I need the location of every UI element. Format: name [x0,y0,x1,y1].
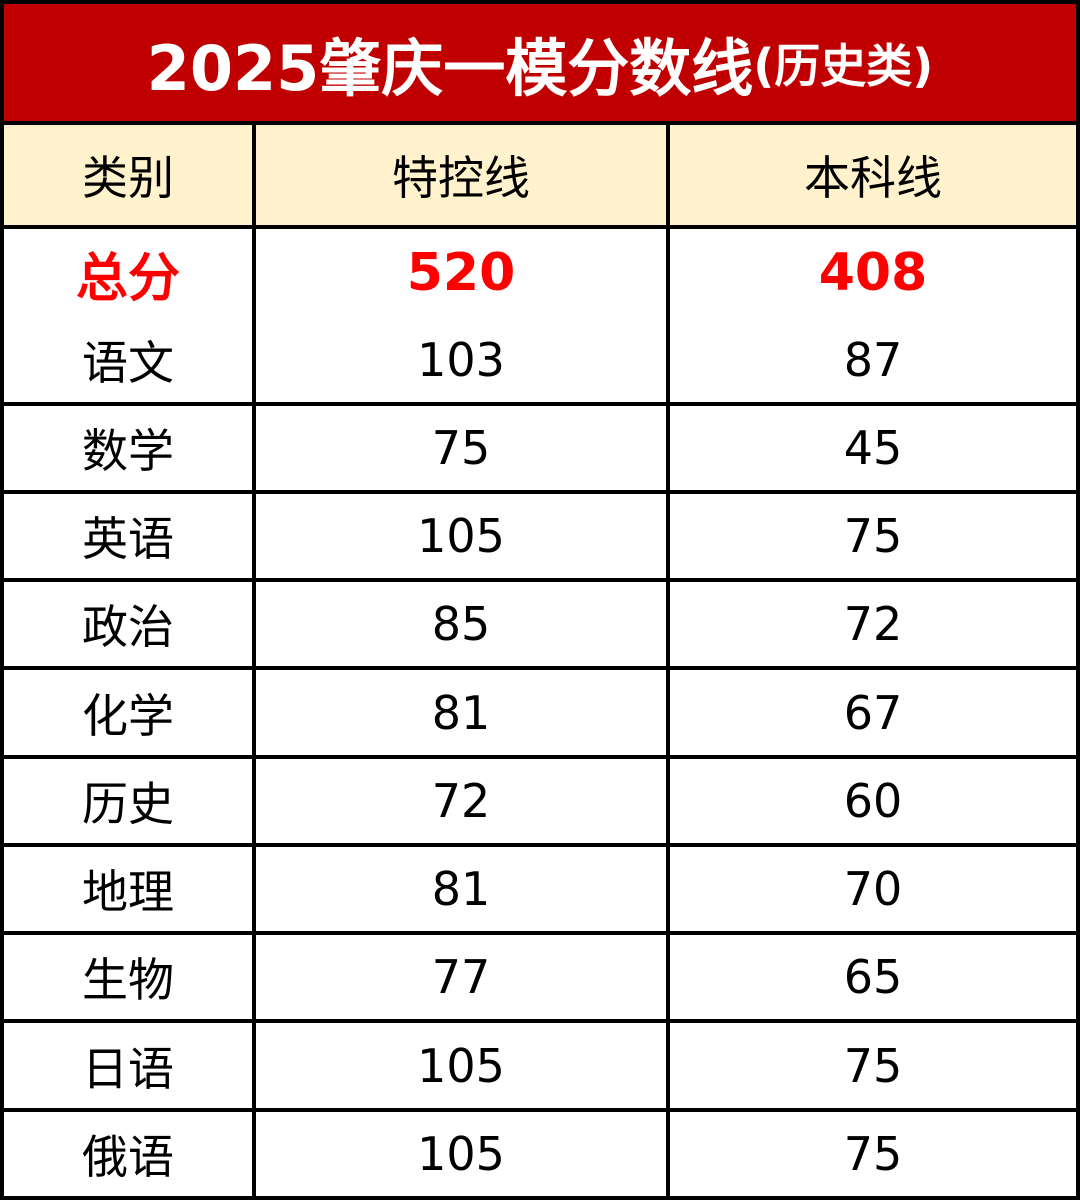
table-row: 英语 105 75 [4,489,1076,583]
cell-subject: 数学 [4,401,256,495]
cell-tekong: 75 [252,401,670,495]
cell-subject: 地理 [4,842,256,936]
cell-benke: 45 [666,401,1076,495]
cell-subject: 英语 [4,489,256,583]
cell-subject: 语文 [4,317,256,406]
cell-tekong: 77 [252,931,670,1024]
title-sub: (历史类) [753,38,934,93]
header-benke: 本科线 [666,125,1076,230]
total-tekong: 520 [252,225,670,318]
cell-benke: 72 [666,578,1076,671]
cell-tekong: 103 [252,317,670,406]
title-main: 2025肇庆一模分数线 [146,31,754,105]
page-title: 2025肇庆一模分数线 (历史类) [4,4,1076,125]
cell-benke: 65 [666,931,1076,1024]
cell-tekong: 105 [252,489,670,583]
cell-tekong: 81 [252,842,670,936]
cell-benke: 67 [666,666,1076,759]
score-table: 类别 特控线 本科线 总分 520 408 语文 103 87 数学 75 45 英语 105… [4,125,1076,1196]
total-row: 总分 520 408 [4,225,1076,318]
cell-benke: 87 [666,317,1076,406]
cell-subject: 化学 [4,666,256,759]
cell-benke: 60 [666,754,1076,847]
table-row: 化学 81 67 [4,666,1076,759]
total-benke: 408 [666,225,1076,318]
table-row: 数学 75 45 [4,401,1076,495]
cell-tekong: 72 [252,754,670,847]
cell-benke: 70 [666,842,1076,936]
cell-tekong: 81 [252,666,670,759]
table-row: 历史 72 60 [4,754,1076,847]
cell-subject: 日语 [4,1019,256,1112]
table-row: 语文 103 87 [4,317,1076,406]
table-row: 日语 105 75 [4,1019,1076,1112]
total-label: 总分 [4,225,256,318]
cell-subject: 政治 [4,578,256,671]
cell-tekong: 105 [252,1107,670,1196]
header-tekong: 特控线 [252,125,670,230]
cell-tekong: 85 [252,578,670,671]
table-row: 地理 81 70 [4,842,1076,936]
cell-subject: 俄语 [4,1107,256,1196]
table-row: 生物 77 65 [4,931,1076,1024]
table-header: 类别 特控线 本科线 [4,125,1076,230]
cell-subject: 生物 [4,931,256,1024]
header-category: 类别 [4,125,256,230]
cell-benke: 75 [666,1107,1076,1196]
cell-benke: 75 [666,1019,1076,1112]
cell-benke: 75 [666,489,1076,583]
table-row: 俄语 105 75 [4,1107,1076,1196]
table-row: 政治 85 72 [4,578,1076,671]
cell-subject: 历史 [4,754,256,847]
cell-tekong: 105 [252,1019,670,1112]
